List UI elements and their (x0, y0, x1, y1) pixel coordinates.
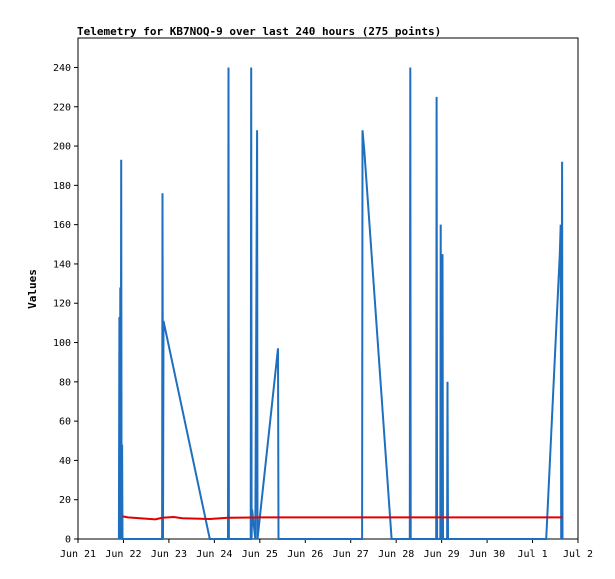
y-tick-label: 20 (59, 495, 71, 506)
y-tick-label: 120 (53, 299, 71, 310)
chart-title: Telemetry for KB7NOQ-9 over last 240 hou… (77, 25, 441, 38)
y-tick-label: 200 (53, 142, 71, 153)
y-tick-label: 220 (53, 102, 71, 113)
y-tick-label: 160 (53, 220, 71, 231)
x-tick-label: Jun 26 (287, 549, 323, 560)
plot-area (77, 37, 579, 540)
series-line-0 (117, 67, 564, 540)
y-axis-label: Values (26, 269, 39, 309)
x-tick-label: Jun 25 (242, 549, 278, 560)
y-tick-label: 60 (59, 417, 71, 428)
x-tick-label: Jun 22 (105, 549, 141, 560)
y-tick-label: 240 (53, 63, 71, 74)
x-tick-label: Jun 27 (333, 549, 369, 560)
x-tick-label: Jun 21 (60, 549, 96, 560)
y-tick-label: 40 (59, 456, 71, 467)
y-tick-label: 80 (59, 377, 71, 388)
y-tick-label: 180 (53, 181, 71, 192)
x-tick-label: Jun 24 (196, 549, 232, 560)
x-tick-label: Jul 2 (563, 549, 593, 560)
y-tick-label: 140 (53, 259, 71, 270)
x-tick-label: Jun 28 (378, 549, 414, 560)
y-tick-label: 100 (53, 338, 71, 349)
y-tick-label: 0 (65, 535, 71, 546)
series-line-1 (122, 515, 563, 521)
x-tick-label: Jun 29 (424, 549, 460, 560)
x-axis-ticks: Jun 21 Jun 22 Jun 23 Jun 24 Jun 25 Jun 26 Jun … (60, 539, 593, 560)
x-tick-label: Jun 30 (469, 549, 505, 560)
x-tick-label: Jun 23 (151, 549, 187, 560)
y-axis-ticks: 0 20 40 60 80 100 120 140 160 180 200 220 240 (53, 63, 78, 546)
series-layer (117, 67, 564, 540)
x-tick-label: Jul 1 (517, 549, 547, 560)
